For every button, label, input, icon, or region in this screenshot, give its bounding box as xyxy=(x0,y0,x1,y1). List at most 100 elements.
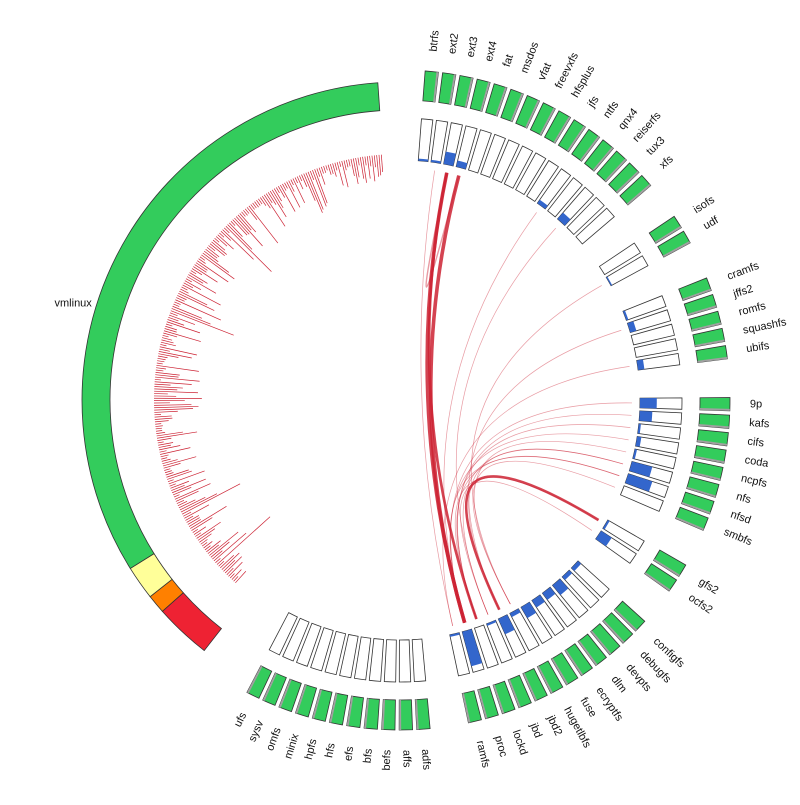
module-label-ufs: ufs xyxy=(232,710,250,729)
histogram-bar xyxy=(159,349,170,351)
histogram-bar xyxy=(218,235,234,249)
histogram-bar xyxy=(178,293,214,310)
histogram-bar xyxy=(209,246,216,251)
histogram-bar xyxy=(174,495,180,497)
histogram-bar xyxy=(156,370,164,371)
module-label-hfs: hfs xyxy=(323,742,338,759)
histogram-bar xyxy=(201,539,208,544)
histogram-bar xyxy=(163,457,196,466)
histogram-bar xyxy=(158,442,164,443)
histogram-bar xyxy=(172,308,211,324)
link-reiserfs-jbd xyxy=(456,228,556,615)
histogram-bar xyxy=(285,183,288,189)
module-label-ubifs: ubifs xyxy=(745,340,770,355)
histogram-bar xyxy=(293,179,305,203)
module-label-kafs: kafs xyxy=(749,417,770,430)
module-label-nfsd: nfsd xyxy=(729,509,753,527)
module-label-gfs2: gfs2 xyxy=(696,576,720,597)
histogram-bar xyxy=(287,182,300,208)
histogram-bar xyxy=(204,541,213,548)
histogram-bar xyxy=(173,306,202,318)
histogram-bar xyxy=(158,356,168,358)
module-label-minix: minix xyxy=(282,732,301,761)
histogram-bar xyxy=(155,416,172,417)
histogram-bar xyxy=(304,174,316,201)
histogram-bar xyxy=(339,162,340,167)
histogram-bar xyxy=(187,277,216,294)
histogram-bar xyxy=(206,541,220,552)
histogram-bar xyxy=(177,295,186,299)
histogram-bar xyxy=(235,571,245,583)
coverage-box-adfs xyxy=(412,639,426,682)
histogram-bar xyxy=(260,198,266,206)
status-partial-affs xyxy=(399,700,401,730)
histogram-bar xyxy=(170,313,178,316)
histogram-bar xyxy=(162,460,177,464)
module-label-jffs2: jffs2 xyxy=(731,283,755,301)
status-box-ext3 xyxy=(455,76,474,108)
coverage-box-affs xyxy=(399,640,410,682)
module-label-squashfs: squashfs xyxy=(742,316,788,337)
module-label-nfs: nfs xyxy=(735,491,753,507)
histogram-bar xyxy=(166,473,174,475)
module-label-ext4: ext4 xyxy=(483,40,500,63)
histogram-bar xyxy=(185,281,201,290)
histogram-bar xyxy=(346,160,348,167)
module-label-ramfs: ramfs xyxy=(474,739,492,769)
histogram-bar xyxy=(171,311,234,336)
histogram-bar xyxy=(249,206,278,243)
histogram-bar xyxy=(160,344,166,345)
coverage-fill-9p xyxy=(640,398,657,408)
module-label-ext2: ext2 xyxy=(446,32,461,54)
histogram-bar xyxy=(170,484,176,486)
histogram-bar xyxy=(154,389,177,390)
coverage-box-cifs xyxy=(638,424,681,439)
histogram-bar xyxy=(157,438,171,440)
module-label-9p: 9p xyxy=(750,398,762,410)
histogram-bar xyxy=(234,218,249,234)
histogram-bar xyxy=(168,480,174,482)
histogram-bar xyxy=(217,517,270,565)
histogram-bar xyxy=(335,163,337,171)
link-udf-hugetlbfs xyxy=(471,285,601,604)
histogram-bar xyxy=(159,446,180,450)
histogram-bar xyxy=(164,469,170,471)
histogram-bar xyxy=(379,155,381,175)
histogram-bar xyxy=(154,391,198,393)
histogram-bar xyxy=(317,168,320,176)
histogram-bar xyxy=(154,386,183,388)
histogram-bar xyxy=(324,166,326,173)
module-label-coda: coda xyxy=(744,454,770,470)
histogram-bar xyxy=(155,426,162,427)
histogram-bar xyxy=(370,156,371,166)
module-label-adfs: adfs xyxy=(419,749,432,771)
module-label-udf: udf xyxy=(701,214,721,232)
module-label-jbd: jbd xyxy=(527,721,544,740)
module-label-ext3: ext3 xyxy=(465,36,481,59)
module-label-proc: proc xyxy=(492,734,510,758)
histogram-bar xyxy=(164,463,181,468)
links-layer xyxy=(421,171,632,626)
histogram-bar xyxy=(192,269,202,275)
module-label-lockd: lockd xyxy=(510,728,530,756)
module-label-ocfs2: ocfs2 xyxy=(686,592,714,617)
module-label-romfs: romfs xyxy=(737,300,767,319)
module-label-vfat: vfat xyxy=(536,61,554,82)
histogram-bar xyxy=(199,259,206,264)
histogram-bar xyxy=(377,155,379,177)
histogram-bar xyxy=(204,251,218,262)
module-label-jbd2: jbd2 xyxy=(544,713,564,738)
module-label-affs: affs xyxy=(400,750,412,768)
histogram-bar xyxy=(155,377,200,381)
histogram-bar xyxy=(154,405,191,406)
module-label-hpfs: hpfs xyxy=(303,737,320,761)
histogram-bar xyxy=(374,155,375,167)
histogram-bar xyxy=(321,167,323,174)
histogram-bar xyxy=(154,411,177,412)
module-label-ncpfs: ncpfs xyxy=(740,472,769,490)
histogram-bar xyxy=(167,322,200,333)
histogram-bar xyxy=(161,458,167,459)
